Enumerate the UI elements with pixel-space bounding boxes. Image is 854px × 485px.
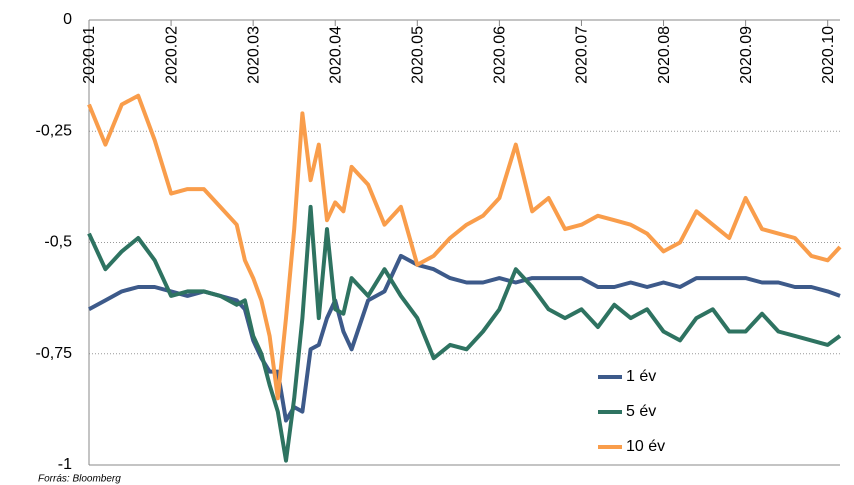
series-line [88,253,841,423]
x-tick-label: 2020.09 [738,26,755,84]
x-tick-label: 2020.04 [327,26,344,84]
x-tick-label: 2020.03 [245,26,262,84]
legend-label: 1 év [626,368,656,385]
y-tick-label: -0,75 [36,345,73,362]
series-line [87,93,842,401]
x-tick-label: 2020.10 [820,26,837,84]
x-tick-label: 2020.01 [81,26,98,84]
y-tick-label: 0 [63,11,72,28]
legend-label: 5 év [626,403,656,420]
y-tick-label: -0,25 [36,122,73,139]
y-tick-label: -1 [58,456,72,473]
series-line [87,204,842,463]
x-tick-label: 2020.02 [163,26,180,84]
x-tick-label: 2020.06 [492,26,509,84]
y-tick-label: -0,5 [44,234,72,251]
source-note: Forrás: Bloomberg [38,474,121,485]
x-tick-label: 2020.07 [574,26,591,84]
legend-label: 10 év [626,438,665,455]
x-tick-label: 2020.08 [656,26,673,84]
x-tick-label: 2020.05 [410,26,427,84]
